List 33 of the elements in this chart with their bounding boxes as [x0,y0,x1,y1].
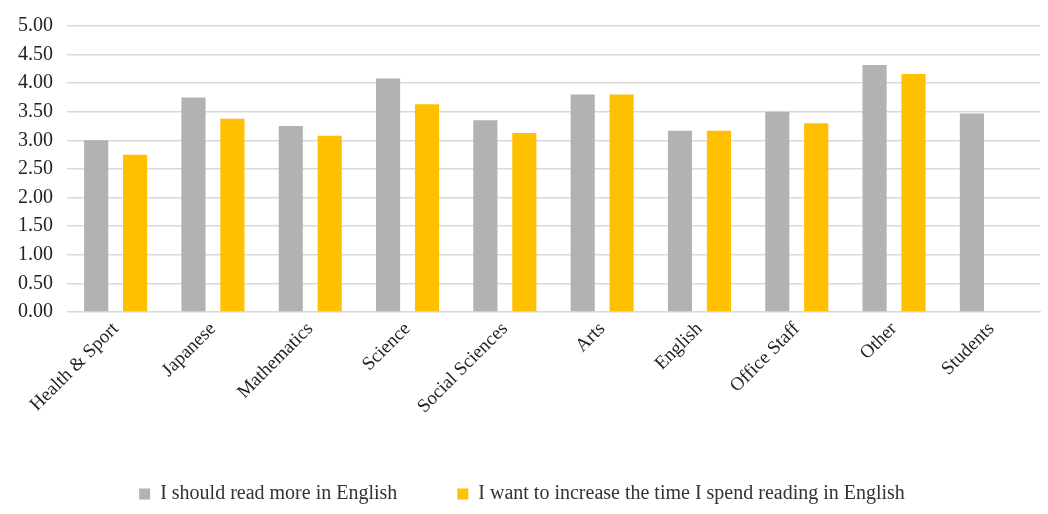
bar [765,111,790,312]
bar [414,104,440,312]
bar [804,123,829,312]
y-tick-label: 3.00 [18,127,53,150]
bar [220,118,245,312]
bar [376,78,401,312]
y-tick-label: 1.50 [18,213,53,236]
bar [84,140,109,312]
y-tick-label: 5.00 [18,13,53,36]
bar [473,120,498,312]
y-tick-label: 0.50 [18,270,53,293]
y-tick-label: 2.50 [18,156,53,179]
legend-label: I want to increase the time I spend reading in English [478,481,905,505]
y-tick-label: 3.50 [18,99,53,122]
bar [667,130,693,312]
legend-label: I should read more in English [160,481,398,505]
bar [901,74,926,312]
y-tick-label: 4.00 [18,70,53,93]
bar [706,130,731,312]
y-tick-label: 1.00 [18,242,53,264]
y-tick-label: 0.00 [18,299,53,322]
bar [512,132,537,312]
y-tick-label: 2.00 [18,184,53,207]
bar [278,126,303,312]
bar [181,97,206,312]
bar [609,94,634,312]
bar [317,135,342,312]
bar [862,64,887,312]
bar [959,113,984,312]
x-tick-label: Arts [570,317,609,356]
bar [570,94,595,312]
y-tick-label: 4.50 [18,41,53,64]
bar [123,154,148,312]
